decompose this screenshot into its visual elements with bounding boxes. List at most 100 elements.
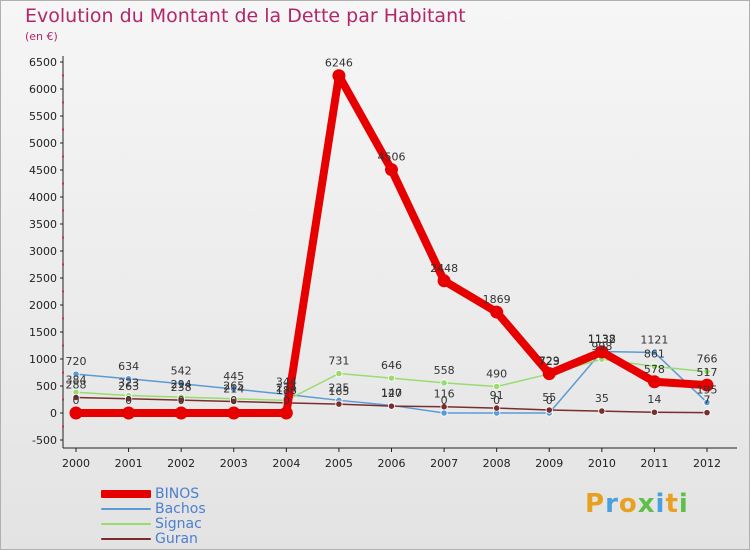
data-point-binos bbox=[595, 345, 609, 359]
legend-item-bachos: Bachos bbox=[101, 501, 206, 517]
data-point-bachos bbox=[440, 409, 448, 417]
x-tick-label: 2001 bbox=[115, 457, 143, 470]
y-minor-tick bbox=[62, 371, 64, 374]
data-label-signac: 646 bbox=[381, 359, 402, 372]
data-label-bachos: 634 bbox=[118, 360, 139, 373]
data-point-binos bbox=[437, 274, 451, 288]
x-tick-label: 2008 bbox=[483, 457, 511, 470]
data-label-guran: 14 bbox=[647, 393, 661, 406]
data-label-bachos: 542 bbox=[171, 365, 192, 378]
data-label-signac: 731 bbox=[328, 355, 349, 368]
data-point-guran bbox=[545, 406, 553, 414]
y-tick-label: 3000 bbox=[29, 245, 57, 258]
data-label-guran: 288 bbox=[66, 378, 87, 391]
legend-item-guran: Guran bbox=[101, 531, 198, 547]
y-minor-tick bbox=[62, 317, 64, 320]
data-point-bachos bbox=[177, 380, 185, 388]
y-minor-tick bbox=[62, 209, 64, 212]
logo-letter: i bbox=[678, 489, 689, 519]
data-label-binos: 0 bbox=[283, 394, 290, 407]
legend-swatch-bachos bbox=[101, 508, 151, 510]
data-point-bachos bbox=[124, 375, 133, 383]
data-label-bachos: 1121 bbox=[640, 333, 668, 346]
data-label-guran: 165 bbox=[328, 385, 349, 398]
data-labels-layer: 0 0 0 0 0 6246 4506 2448 1869 729 1132 578 517 720 634… bbox=[66, 57, 718, 407]
logo-letter: t bbox=[665, 489, 679, 519]
y-tick-label: 6500 bbox=[29, 56, 57, 69]
data-point-guran bbox=[335, 400, 343, 408]
x-tick-label: 2002 bbox=[167, 457, 195, 470]
data-label-signac: 998 bbox=[591, 340, 612, 353]
data-label-guran: 127 bbox=[381, 387, 402, 400]
data-label-binos: 0 bbox=[230, 394, 237, 407]
y-tick-label: 4500 bbox=[29, 164, 57, 177]
data-label-bachos: 235 bbox=[328, 381, 349, 394]
data-point-signac bbox=[703, 368, 711, 376]
data-label-guran: 35 bbox=[595, 392, 609, 405]
data-label-bachos: 445 bbox=[223, 370, 244, 383]
series-layer bbox=[69, 69, 714, 420]
legend-item-signac: Signac bbox=[101, 516, 202, 532]
data-point-binos bbox=[332, 69, 346, 83]
data-point-bachos bbox=[72, 370, 80, 378]
data-label-bachos: 195 bbox=[697, 383, 718, 396]
y-minor-tick bbox=[62, 74, 64, 77]
data-point-bachos bbox=[703, 398, 711, 407]
x-tick-label: 2010 bbox=[588, 457, 616, 470]
y-minor-tick bbox=[62, 182, 64, 185]
data-label-bachos: 1138 bbox=[588, 333, 616, 346]
y-tick-label: 0 bbox=[50, 407, 57, 420]
data-point-guran bbox=[440, 403, 448, 411]
data-point-bachos bbox=[230, 385, 238, 393]
data-point-signac bbox=[493, 382, 501, 391]
data-point-bachos bbox=[650, 348, 659, 357]
data-label-binos: 4506 bbox=[378, 151, 406, 164]
data-label-signac: 384 bbox=[66, 373, 87, 386]
y-minor-tick bbox=[62, 236, 64, 239]
data-point-guran bbox=[387, 402, 396, 410]
legend-swatch-guran bbox=[101, 538, 151, 540]
data-label-signac: 265 bbox=[223, 380, 244, 393]
y-minor-tick bbox=[62, 344, 64, 347]
x-tick-label: 2007 bbox=[430, 457, 458, 470]
data-label-bachos: 140 bbox=[381, 386, 402, 399]
x-tick-label: 2006 bbox=[378, 457, 406, 470]
data-label-guran: 188 bbox=[276, 384, 297, 397]
x-tick-label: 2012 bbox=[693, 457, 721, 470]
y-tick-label: 2000 bbox=[29, 299, 57, 312]
data-label-binos: 6246 bbox=[325, 57, 353, 70]
y-tick-label: 5500 bbox=[29, 110, 57, 123]
data-point-signac bbox=[387, 374, 396, 382]
data-point-binos bbox=[122, 406, 136, 420]
x-tick-label: 2009 bbox=[535, 457, 563, 470]
y-tick-label: -500 bbox=[32, 434, 57, 447]
data-label-bachos: 0 bbox=[546, 394, 553, 407]
legend-item-binos: BINOS bbox=[101, 486, 199, 502]
y-tick-label: 1000 bbox=[29, 353, 57, 366]
x-tick-label: 2003 bbox=[220, 457, 248, 470]
y-minor-tick bbox=[62, 101, 64, 104]
y-minor-tick bbox=[62, 425, 64, 428]
chart-subtitle: (en €) bbox=[25, 30, 58, 43]
logo-letter: r bbox=[605, 489, 619, 519]
y-tick-label: 5000 bbox=[29, 137, 57, 150]
data-label-bachos: 0 bbox=[441, 394, 448, 407]
data-point-binos bbox=[227, 406, 241, 420]
data-label-guran: 214 bbox=[223, 382, 244, 395]
y-tick-label: 1500 bbox=[29, 326, 57, 339]
axes: -500050010001500200025003000350040004500… bbox=[29, 56, 737, 470]
y-tick-label: 3500 bbox=[29, 218, 57, 231]
data-label-bachos: 344 bbox=[276, 375, 297, 388]
data-point-binos bbox=[69, 406, 83, 420]
data-label-signac: 861 bbox=[644, 348, 665, 361]
data-point-signac bbox=[335, 369, 343, 378]
y-minor-tick bbox=[62, 263, 64, 266]
data-label-binos: 0 bbox=[178, 394, 185, 407]
data-label-binos: 0 bbox=[125, 394, 132, 407]
data-point-guran bbox=[703, 409, 711, 417]
x-tick-label: 2005 bbox=[325, 457, 353, 470]
data-label-signac: 323 bbox=[118, 377, 139, 390]
legend-swatch-signac bbox=[101, 523, 151, 525]
